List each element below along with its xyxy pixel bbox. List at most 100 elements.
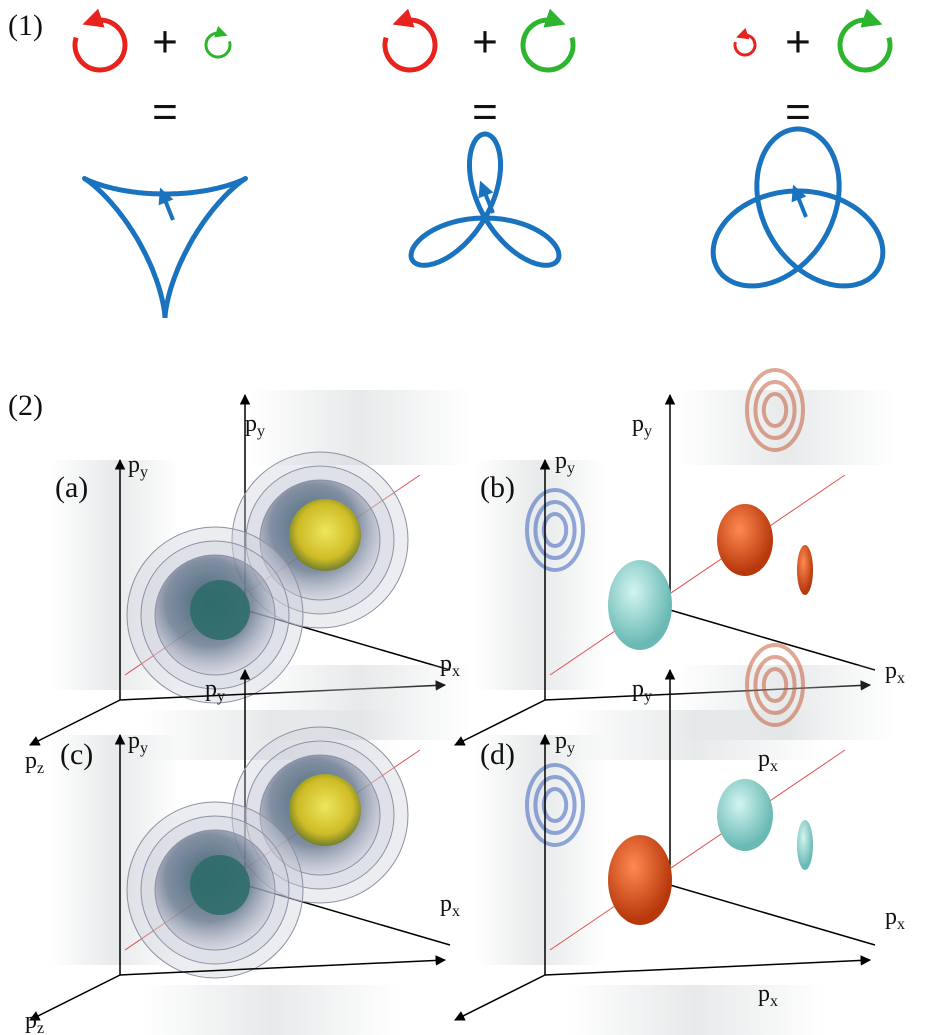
axis (669, 884, 876, 946)
axis-label-base: p (205, 676, 217, 702)
axis-label-sub: y (644, 423, 652, 440)
projection-ring (753, 655, 797, 715)
axis (119, 955, 447, 976)
plus-sign: + (472, 18, 498, 67)
plus-sign: + (785, 18, 811, 67)
axis-label: py (245, 411, 265, 440)
axis-label-sub: x (897, 916, 905, 933)
axis (244, 884, 451, 946)
isosurface-blob (608, 560, 672, 650)
isosurface-blob (608, 835, 672, 925)
axis-label-sub: x (452, 903, 460, 920)
axis-label-base: p (632, 676, 644, 702)
axis-label-sub: x (897, 670, 905, 687)
axis-label-base: p (885, 658, 897, 684)
projection-ring (533, 775, 577, 835)
isosurface-blob (717, 779, 773, 851)
axis-label-base: p (25, 1008, 37, 1034)
axis-label-sub: z (37, 1020, 44, 1035)
axis (544, 955, 872, 976)
projection-plane (50, 735, 180, 965)
axis-label: px (440, 651, 460, 680)
axis-label-sub: x (770, 993, 778, 1010)
axis-label: py (555, 728, 575, 757)
projection-ring (745, 368, 805, 452)
axis-label-sub: x (452, 663, 460, 680)
beam-axis (549, 474, 846, 676)
panel-label: (a) (55, 471, 88, 504)
axis-label-base: p (632, 411, 644, 437)
projection-plane (250, 665, 470, 740)
axis-label-base: p (128, 452, 140, 478)
axis-label-sub: y (140, 464, 148, 481)
axis-label-sub: x (770, 758, 778, 775)
axis (454, 974, 546, 1021)
axis-label: pz (25, 748, 44, 777)
lissajous-curve (710, 126, 886, 289)
curve-arrow (478, 180, 495, 214)
isosurface-core (190, 855, 250, 915)
axis-label-sub: y (644, 688, 652, 705)
circular-arrow (837, 8, 893, 73)
panel-graphic (454, 643, 895, 1035)
axis-label-sub: y (567, 460, 575, 477)
axis (29, 699, 121, 746)
projection-plane (565, 985, 825, 1035)
axis-label: pz (25, 1008, 44, 1035)
projection-ring (753, 380, 797, 440)
projection-plane (140, 985, 400, 1035)
isosurface-core (190, 580, 250, 640)
axis-label: px (758, 746, 778, 775)
axis-label-sub: y (140, 740, 148, 757)
axis (244, 609, 451, 671)
axis-label: px (885, 658, 905, 687)
part-label: (1) (8, 9, 43, 42)
axis-label-sub: y (257, 423, 265, 440)
axis-label: py (632, 676, 652, 705)
axis-label: py (632, 411, 652, 440)
projection-ring (761, 667, 789, 703)
top-row: +=+=+= (72, 8, 893, 321)
axis-label: px (885, 904, 905, 933)
axis-label: py (128, 728, 148, 757)
axis-label-base: p (885, 904, 897, 930)
beam-axis (549, 749, 846, 951)
projection-ring (525, 488, 585, 572)
part-label: (2) (8, 389, 43, 422)
axis (669, 609, 876, 671)
curve-arrow (158, 187, 175, 221)
axis-label-base: p (758, 981, 770, 1007)
projection-plane (50, 460, 180, 690)
plus-sign: + (152, 18, 178, 67)
axis-label: px (758, 981, 778, 1010)
projection-ring (541, 787, 569, 823)
isosurface-blob (717, 504, 773, 576)
projection-plane (250, 390, 470, 465)
axis-label-sub: y (567, 740, 575, 757)
projection-ring (761, 392, 789, 428)
axis-label-base: p (128, 728, 140, 754)
axis-label: py (555, 448, 575, 477)
lissajous-curve (408, 131, 562, 268)
isosurface-core (289, 774, 361, 846)
circular-arrow (520, 8, 576, 73)
axis-label-base: p (555, 448, 567, 474)
panel-label: (d) (480, 738, 515, 771)
axis-label-sub: y (217, 688, 225, 705)
projection-ring (525, 763, 585, 847)
isosurface-blob (797, 820, 813, 870)
projection-ring (533, 500, 577, 560)
circular-arrow (72, 8, 128, 73)
circular-arrow (382, 8, 438, 73)
axis-label-base: p (555, 728, 567, 754)
isosurface-core (289, 499, 361, 571)
panel-label: (c) (60, 738, 93, 771)
axis-label: py (205, 676, 225, 705)
curve-arrow (791, 184, 808, 218)
axis (29, 974, 121, 1021)
panel-graphic (29, 665, 470, 1035)
axis-label-base: p (440, 891, 452, 917)
projection-ring (541, 512, 569, 548)
